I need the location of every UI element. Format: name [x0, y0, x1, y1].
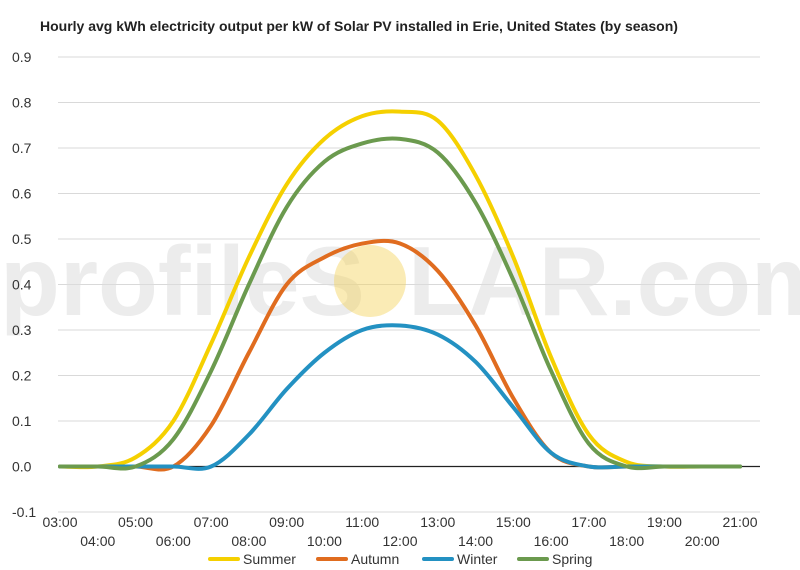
- legend-label-winter: Winter: [457, 551, 498, 567]
- x-tick-label: 10:00: [307, 533, 342, 549]
- legend-label-summer: Summer: [243, 551, 296, 567]
- x-tick-label: 20:00: [685, 533, 720, 549]
- y-axis-tick-labels: -0.1 0.0 0.1 0.2 0.3 0.4 0.5 0.6 0.7 0.8 0.9: [12, 49, 36, 520]
- x-tick-label: 12:00: [382, 533, 417, 549]
- series-line-winter: [58, 323, 742, 471]
- legend: Summer Autumn Winter Spring: [208, 551, 592, 567]
- x-tick-label: 21:00: [722, 514, 757, 530]
- gridlines: [58, 56, 760, 513]
- legend-label-autumn: Autumn: [351, 551, 399, 567]
- x-tick-label: 18:00: [609, 533, 644, 549]
- x-tick-label: 15:00: [496, 514, 531, 530]
- x-tick-label: 14:00: [458, 533, 493, 549]
- x-tick-label: 08:00: [231, 533, 266, 549]
- watermark-text-right: LAR.com: [408, 226, 800, 336]
- x-axis-tick-labels: 03:0004:0005:0006:0007:0008:0009:0010:00…: [42, 514, 757, 549]
- y-tick-label: 0.8: [12, 95, 32, 111]
- y-tick-label: 0.0: [12, 459, 32, 475]
- series-line-spring: [58, 136, 742, 471]
- y-tick-label: 0.9: [12, 49, 32, 65]
- x-tick-label: 13:00: [420, 514, 455, 530]
- x-tick-label: 11:00: [345, 514, 379, 530]
- series-line-summer: [58, 109, 742, 470]
- y-tick-label: 0.2: [12, 368, 32, 384]
- y-tick-label: 0.6: [12, 186, 32, 202]
- x-tick-label: 07:00: [194, 514, 229, 530]
- watermark-text-left: profileS: [0, 226, 365, 336]
- x-tick-label: 19:00: [647, 514, 682, 530]
- x-tick-label: 09:00: [269, 514, 304, 530]
- y-tick-label: 0.3: [12, 322, 32, 338]
- y-tick-label: 0.1: [12, 413, 32, 429]
- sun-logo-icon: [334, 245, 406, 317]
- y-tick-label: 0.5: [12, 231, 32, 247]
- watermark: profileS LAR.com: [0, 226, 800, 336]
- series-lines: [58, 109, 742, 472]
- x-tick-label: 17:00: [571, 514, 606, 530]
- x-tick-label: 06:00: [156, 533, 191, 549]
- y-tick-label: 0.7: [12, 140, 32, 156]
- x-tick-label: 04:00: [80, 533, 115, 549]
- x-tick-label: 16:00: [534, 533, 569, 549]
- y-tick-label: 0.4: [12, 277, 32, 293]
- x-tick-label: 05:00: [118, 514, 153, 530]
- x-tick-label: 03:00: [42, 514, 77, 530]
- legend-label-spring: Spring: [552, 551, 592, 567]
- chart-title: Hourly avg kWh electricity output per kW…: [40, 18, 678, 34]
- y-tick-label: -0.1: [12, 504, 36, 520]
